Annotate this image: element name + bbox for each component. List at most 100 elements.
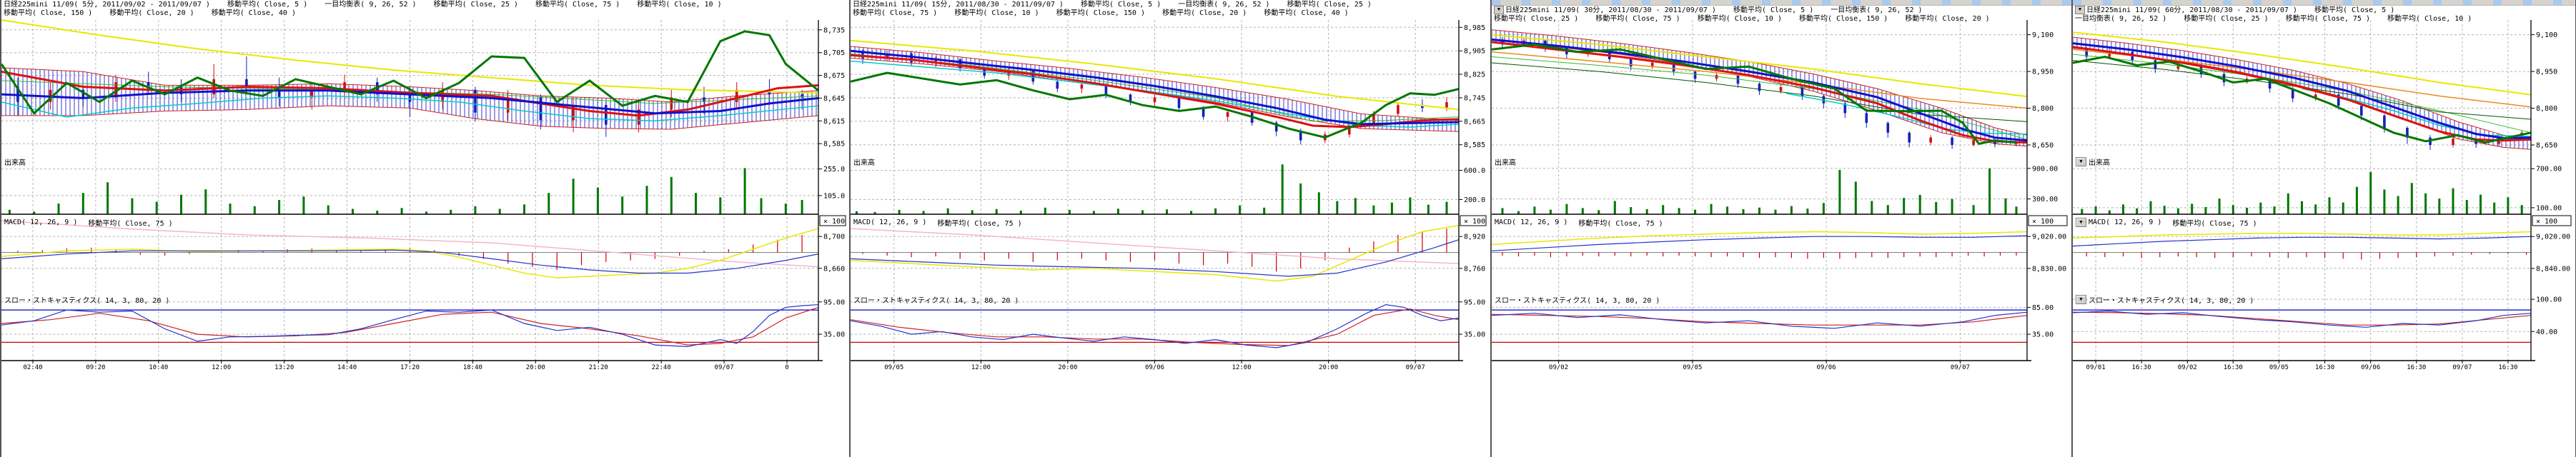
y-axis-label: 8,700	[823, 233, 845, 241]
series-ma5	[1, 30, 819, 116]
volume-bar	[229, 204, 232, 214]
macd-pane-label: MACD( 12, 26, 9 )	[4, 219, 78, 226]
volume-bar	[1116, 209, 1119, 214]
chart-indicators-line2: 移動平均( Close, 25 ) 移動平均( Close, 75 ) 移動平均…	[1494, 15, 1990, 23]
volume-bar	[1445, 201, 1448, 214]
volume-bar	[2108, 210, 2111, 214]
y-axis-label: 8,585	[1464, 141, 1485, 149]
chart-canvas[interactable]: 09/01 16:30 09/02 16:30 09/05 16:30 09/06 16:30…	[2073, 0, 2575, 457]
y-axis-label: 100.00	[2536, 296, 2562, 304]
series-%D	[1, 306, 819, 346]
volume-bar	[922, 211, 925, 214]
candle-body	[2383, 115, 2386, 128]
y-axis-label: 35.00	[823, 331, 845, 339]
x-axis-label: 21:20	[589, 364, 608, 371]
macd-pane-menu-button[interactable]: ▼	[2076, 218, 2086, 227]
volume-bar	[1597, 210, 1600, 214]
volume-bar	[1758, 207, 1760, 214]
candle-body	[408, 94, 412, 102]
volume-bar	[2438, 199, 2441, 214]
chart-window-panel-4: ▼ 日経225mini 11/09( 60分, 2011/08/30 - 2011…	[2072, 0, 2576, 457]
volume-bar	[1694, 209, 1697, 214]
volume-bar	[2452, 188, 2454, 214]
series-ma10	[851, 53, 1460, 122]
volume-bar	[1630, 207, 1633, 214]
y-axis-label: 900.00	[2032, 165, 2058, 173]
chart-header: 日経225mini 11/09( 5分, 2011/09/02 - 2011/0…	[4, 1, 722, 18]
volume-bar	[743, 168, 746, 214]
volume-bar	[1427, 204, 1430, 214]
y-axis-label: 8,825	[1464, 71, 1485, 79]
stoch-pane-menu-button[interactable]: ▼	[2076, 295, 2086, 304]
x-axis-label: 09/06	[1145, 364, 1164, 371]
candle-body	[886, 53, 888, 59]
candle-body	[1951, 137, 1953, 145]
chart-indicators-line2: 移動平均( Close, 150 ) 移動平均( Close, 20 ) 移動平…	[4, 9, 296, 17]
candle-body	[1843, 103, 1847, 114]
chart-canvas[interactable]: 09/05 12:00 20:00 09/06 12:00 20:00 09/07 8,985…	[851, 0, 1490, 457]
volume-multiplier-box	[819, 215, 846, 226]
series-%K	[1, 304, 819, 348]
candle-body	[1693, 71, 1697, 79]
x-axis-label: 09/02	[1549, 364, 1568, 371]
x-axis-label: 16:30	[2315, 364, 2334, 371]
candle-body	[2085, 49, 2088, 57]
x-axis-label: 18:40	[463, 364, 482, 371]
y-axis-label: 8,950	[2032, 69, 2054, 76]
volume-bar	[2218, 199, 2221, 214]
volume-bar	[572, 179, 575, 214]
candle-body	[934, 59, 937, 63]
volume-bar	[784, 204, 787, 214]
x-axis-label: 13:20	[274, 364, 294, 371]
volume-bar	[131, 198, 134, 214]
window-menu-icon[interactable]: ▼	[2075, 6, 2085, 14]
macd-pane-label: MACD( 12, 26, 9 )	[853, 219, 927, 226]
candle-body	[910, 53, 913, 63]
candle-body	[2291, 89, 2294, 99]
x-axis-label: 09/05	[2269, 364, 2289, 371]
x-axis-label: 09/01	[2086, 364, 2106, 371]
volume-bar	[1549, 209, 1552, 214]
x-axis-label: 09/05	[884, 364, 903, 371]
candle-body	[2199, 65, 2203, 74]
volume-bar	[1141, 210, 1144, 214]
volume-bar	[352, 209, 354, 214]
candle-body	[1972, 140, 1975, 145]
volume-bar	[450, 209, 452, 214]
volume-bar	[2493, 202, 2496, 214]
candle-body	[2176, 65, 2180, 69]
candle-body	[637, 109, 640, 125]
series-%K	[851, 303, 1460, 348]
y-axis-label: 8,615	[823, 118, 845, 126]
y-axis-label: 95.00	[1464, 298, 1485, 306]
candle-body	[1129, 94, 1132, 103]
y-axis-label: 9,100	[2536, 31, 2557, 39]
volume-pane-menu-button[interactable]: ▼	[2076, 157, 2086, 166]
candle-body	[1929, 137, 1932, 143]
volume-bar	[1281, 164, 1284, 214]
chart-canvas[interactable]: 09/02 09/05 09/06 09/07 9,100 8,950 8,800 8,650…	[1492, 0, 2071, 457]
y-axis-label: 8,650	[2536, 142, 2557, 150]
y-axis-label: 600.0	[1464, 167, 1485, 175]
volume-bar	[2342, 202, 2344, 214]
volume-bar	[1951, 199, 1953, 214]
macd-ma-overlay-label: 移動平均( Close, 75 )	[88, 220, 173, 228]
y-axis-label: 105.0	[823, 192, 845, 200]
volume-bar	[670, 176, 673, 214]
chart-canvas[interactable]: 02:40 09:20 10:40 12:00 13:20 14:40 17:20 18:40…	[1, 0, 850, 457]
candle-body	[2268, 79, 2272, 89]
volume-bar	[1613, 201, 1616, 214]
window-menu-icon[interactable]: ▼	[1494, 6, 1504, 14]
volume-bar	[1871, 201, 1873, 214]
volume-bar	[1166, 209, 1168, 214]
y-axis-label: 8,745	[1464, 94, 1485, 102]
candle-body	[147, 82, 150, 87]
volume-bar	[1918, 194, 1921, 214]
volume-bar	[57, 204, 60, 214]
volume-pane-label: 出来高	[4, 159, 26, 167]
x-axis-label: 09/07	[2452, 364, 2472, 371]
volume-bar	[1354, 198, 1357, 214]
candle-body	[474, 89, 477, 113]
x-axis-label: 02:40	[23, 364, 42, 371]
